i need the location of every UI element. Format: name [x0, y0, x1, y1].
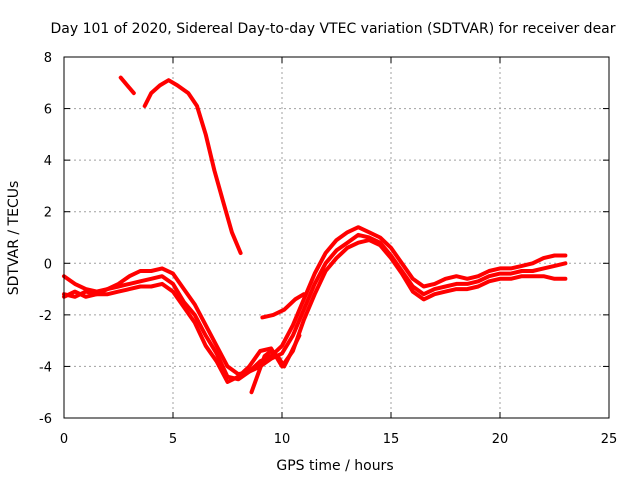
y-tick-label: -6: [39, 412, 52, 427]
series-line-arc-b: [62, 232, 568, 382]
x-tick-label: 15: [383, 432, 400, 447]
y-tick-label: -2: [39, 309, 52, 324]
chart-title: Day 101 of 2020, Sidereal Day-to-day VTE…: [50, 21, 615, 37]
axis-ticks: [63, 56, 610, 419]
y-tick-label: 2: [44, 206, 52, 221]
grid: [64, 57, 609, 418]
series-line-arc-mid: [260, 292, 306, 320]
x-tick-label: 10: [274, 432, 291, 447]
x-axis-label: GPS time / hours: [276, 458, 393, 474]
x-tick-label: 5: [169, 432, 177, 447]
x-tick-label: 25: [601, 432, 618, 447]
series-line-arc-high: [118, 75, 136, 96]
series-line-arc-c: [62, 238, 568, 384]
y-tick-label: 4: [44, 154, 52, 169]
series-line-arc-low: [249, 333, 302, 395]
x-tick-labels: 0 5 10 15 20 25: [60, 432, 617, 447]
y-tick-label: 0: [44, 257, 52, 272]
x-tick-label: 0: [60, 432, 68, 447]
y-tick-label: 6: [44, 103, 52, 118]
plot-area: [62, 75, 568, 395]
y-tick-label: -4: [39, 360, 52, 375]
y-tick-labels: -6 -4 -2 0 2 4 6 8: [39, 51, 52, 427]
plot-frame: [63, 56, 610, 419]
x-tick-label: 20: [492, 432, 509, 447]
series-line-arc-a: [62, 225, 568, 377]
y-axis-label: SDTVAR / TECUs: [6, 181, 22, 296]
series-line-arc-peak: [142, 78, 243, 255]
y-tick-label: 8: [44, 51, 52, 66]
